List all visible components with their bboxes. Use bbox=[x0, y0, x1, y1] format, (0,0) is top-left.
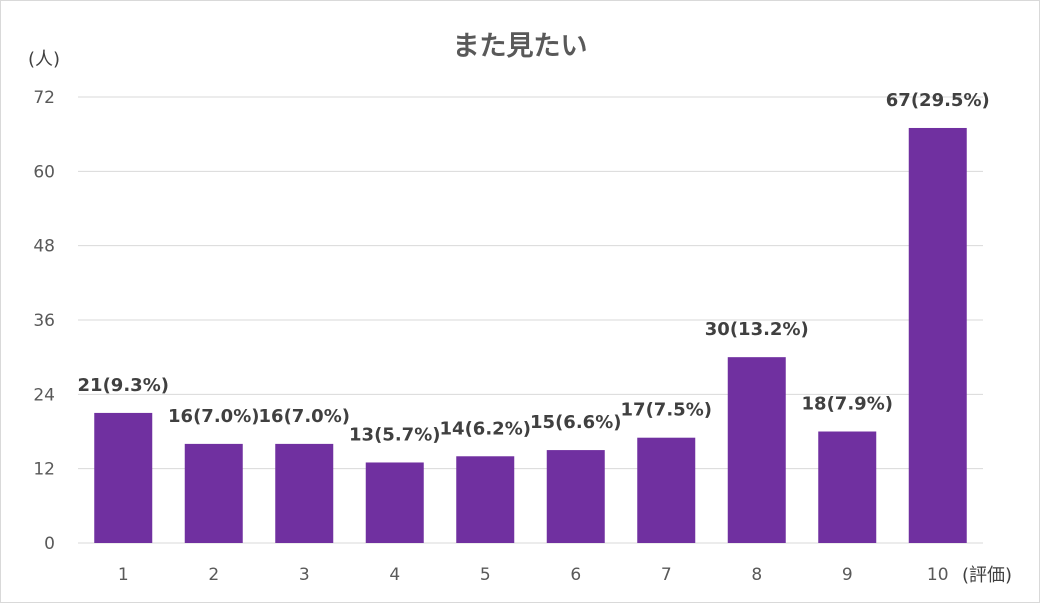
data-label: 16(7.0%) bbox=[168, 406, 259, 427]
x-tick-label: 7 bbox=[661, 565, 672, 585]
data-label: 67(29.5%) bbox=[886, 90, 990, 111]
bar bbox=[94, 412, 153, 543]
bar bbox=[456, 456, 515, 543]
data-label: 17(7.5%) bbox=[621, 400, 712, 421]
chart-title: また見たい bbox=[452, 31, 588, 62]
y-tick-label: 24 bbox=[33, 385, 55, 405]
data-label: 16(7.0%) bbox=[259, 406, 350, 427]
data-label: 21(9.3%) bbox=[78, 375, 169, 396]
bar bbox=[908, 127, 967, 543]
x-tick-label: 6 bbox=[570, 565, 581, 585]
data-label: 18(7.9%) bbox=[802, 394, 893, 415]
data-label: 13(5.7%) bbox=[349, 424, 440, 445]
x-tick-label: 4 bbox=[389, 565, 400, 585]
data-label: 30(13.2%) bbox=[705, 319, 809, 340]
bar bbox=[365, 462, 424, 543]
data-label: 15(6.6%) bbox=[530, 412, 621, 433]
x-tick-label: 10 bbox=[927, 565, 949, 585]
y-tick-label: 48 bbox=[33, 237, 55, 257]
x-axis-unit-label: (評価) bbox=[962, 565, 1013, 586]
bar bbox=[546, 450, 605, 543]
y-tick-label: 72 bbox=[33, 88, 55, 108]
bar bbox=[184, 443, 243, 543]
x-tick-label: 2 bbox=[208, 565, 219, 585]
y-tick-label: 12 bbox=[33, 460, 55, 480]
data-label: 14(6.2%) bbox=[440, 418, 531, 439]
x-tick-label: 5 bbox=[480, 565, 491, 585]
y-axis-unit-label: (人) bbox=[28, 49, 61, 70]
x-tick-label: 1 bbox=[118, 565, 129, 585]
bar bbox=[818, 431, 877, 543]
x-tick-label: 3 bbox=[299, 565, 310, 585]
bar bbox=[637, 437, 696, 543]
y-tick-label: 0 bbox=[44, 534, 55, 554]
bar bbox=[275, 443, 334, 543]
y-tick-label: 60 bbox=[33, 162, 55, 182]
x-tick-label: 9 bbox=[842, 565, 853, 585]
bar bbox=[727, 357, 786, 543]
x-tick-label: 8 bbox=[751, 565, 762, 585]
y-tick-label: 36 bbox=[33, 311, 55, 331]
